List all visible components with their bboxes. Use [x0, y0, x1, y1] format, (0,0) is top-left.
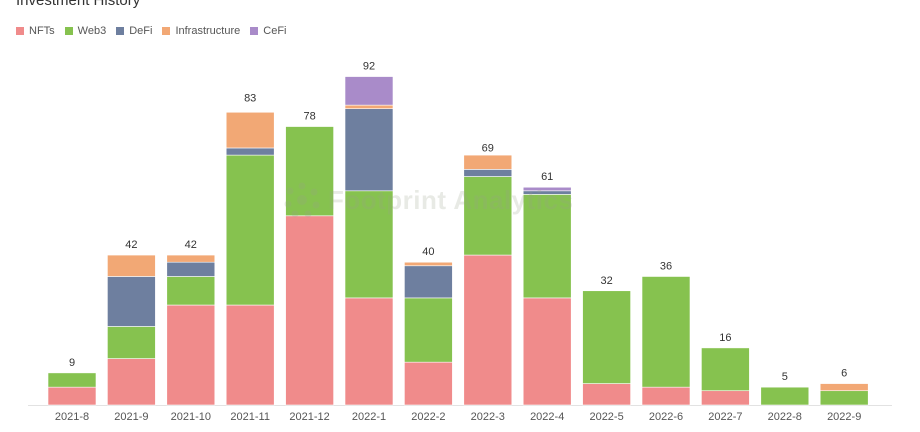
bar-segment-nfts-2021-10[interactable]	[166, 304, 216, 406]
x-tick-label: 2022-6	[649, 411, 683, 423]
bar-segment-defi-2021-11[interactable]	[225, 147, 275, 156]
bar-segment-web3-2022-3[interactable]	[463, 176, 513, 256]
legend-swatch-nfts	[16, 27, 24, 35]
data-label-total: 83	[244, 93, 256, 105]
legend-label-nfts: NFTs	[29, 25, 55, 37]
bar-segment-web3-2021-12[interactable]	[285, 126, 334, 217]
data-label-total: 92	[363, 61, 375, 73]
bar-segment-infrastructure-2021-10[interactable]	[166, 254, 216, 263]
data-label-total: 42	[185, 239, 197, 251]
bar-segment-defi-2021-10[interactable]	[166, 261, 216, 277]
bar-segment-nfts-2021-9[interactable]	[107, 358, 156, 406]
legend-label-cefi: CeFi	[263, 25, 287, 37]
bar-segment-web3-2022-6[interactable]	[641, 276, 691, 388]
data-label-total: 42	[125, 239, 137, 251]
x-tick-label: 2022-2	[411, 411, 445, 423]
data-label-total: 9	[69, 357, 75, 369]
legend-swatch-web3	[64, 27, 73, 35]
bar-segment-infrastructure-2022-3[interactable]	[463, 154, 513, 170]
data-label-total: 6	[841, 368, 847, 380]
x-tick-label: 2021-9	[114, 411, 148, 423]
bar-segment-nfts-2022-2[interactable]	[404, 361, 453, 406]
x-tick-label: 2022-5	[589, 411, 623, 423]
bar-segment-web3-2022-5[interactable]	[582, 290, 631, 384]
x-tick-label: 2022-4	[530, 411, 564, 423]
data-label-total: 5	[782, 371, 788, 383]
bar-segment-web3-2022-8[interactable]	[760, 386, 810, 406]
legend-swatch-defi	[116, 27, 125, 35]
bar-segment-defi-2022-3[interactable]	[463, 169, 513, 177]
legend-item-infrastructure[interactable]: Infrastructure	[162, 25, 240, 37]
data-label-total: 32	[600, 275, 612, 287]
bar-segment-nfts-2021-12[interactable]	[285, 215, 334, 406]
bar-segment-web3-2022-9[interactable]	[819, 390, 869, 406]
x-tick-label: 2021-12	[289, 411, 329, 423]
x-tick-label: 2022-1	[352, 411, 386, 423]
x-tick-label: 2022-3	[471, 411, 505, 423]
bar-segment-nfts-2021-11[interactable]	[225, 304, 275, 406]
bar-segment-web3-2021-9[interactable]	[107, 326, 156, 359]
legend-swatch-cefi	[250, 27, 259, 35]
legend-item-cefi[interactable]: CeFi	[250, 25, 287, 37]
x-tick-label: 2022-7	[708, 411, 742, 423]
bar-segment-nfts-2022-3[interactable]	[463, 254, 513, 406]
data-label-total: 61	[541, 171, 553, 183]
bar-segment-web3-2022-1[interactable]	[344, 190, 394, 299]
x-tick-label: 2022-8	[768, 411, 802, 423]
legend-label-defi: DeFi	[129, 25, 153, 37]
bar-segment-web3-2022-7[interactable]	[701, 347, 750, 392]
bar-segment-nfts-2022-1[interactable]	[344, 297, 394, 406]
legend-item-defi[interactable]: DeFi	[116, 25, 152, 37]
data-label-total: 78	[303, 111, 315, 123]
data-label-total: 16	[719, 332, 731, 344]
chart-title: Investment History	[16, 0, 141, 9]
bar-segment-web3-2021-8[interactable]	[47, 372, 97, 388]
bar-segment-defi-2022-2[interactable]	[404, 265, 453, 299]
bar-segment-nfts-2022-6[interactable]	[641, 386, 691, 406]
legend-item-nfts[interactable]: NFTs	[16, 25, 55, 37]
legend-label-infrastructure: Infrastructure	[175, 25, 241, 37]
bar-segment-infrastructure-2021-9[interactable]	[107, 254, 156, 277]
legend: NFTs Web3 DeFi Infrastructure CeFi	[16, 25, 287, 37]
x-tick-label: 2021-8	[55, 411, 89, 423]
bar-segment-defi-2022-4[interactable]	[522, 190, 572, 195]
bar-segment-infrastructure-2022-1[interactable]	[344, 104, 394, 109]
bar-segment-nfts-2022-4[interactable]	[522, 297, 572, 406]
bar-segment-nfts-2022-5[interactable]	[582, 383, 631, 406]
data-label-total: 36	[660, 260, 672, 272]
bar-segment-defi-2022-1[interactable]	[344, 108, 394, 192]
bar-segment-defi-2021-9[interactable]	[107, 276, 156, 327]
bar-segment-infrastructure-2022-9[interactable]	[819, 383, 869, 392]
bar-segment-infrastructure-2021-11[interactable]	[225, 111, 275, 149]
x-tick-label: 2021-11	[230, 411, 270, 423]
data-label-total: 69	[482, 143, 494, 155]
x-tick-label: 2022-9	[827, 411, 861, 423]
bar-segment-cefi-2022-4[interactable]	[522, 186, 572, 192]
legend-item-web3[interactable]: Web3	[64, 25, 107, 37]
bar-segment-web3-2022-4[interactable]	[522, 194, 572, 299]
legend-label-web3: Web3	[77, 25, 107, 37]
bar-segment-nfts-2022-7[interactable]	[701, 390, 750, 406]
data-label-total: 40	[422, 246, 434, 258]
legend-swatch-infrastructure	[162, 27, 171, 35]
bar-segment-web3-2022-2[interactable]	[404, 297, 453, 363]
bar-segment-web3-2021-11[interactable]	[225, 154, 275, 306]
bar-segment-infrastructure-2022-2[interactable]	[404, 261, 453, 267]
x-tick-label: 2021-10	[171, 411, 211, 423]
bar-segment-nfts-2021-8[interactable]	[47, 386, 97, 406]
bar-segment-web3-2021-10[interactable]	[166, 276, 216, 306]
bar-segment-cefi-2022-1[interactable]	[344, 76, 394, 106]
